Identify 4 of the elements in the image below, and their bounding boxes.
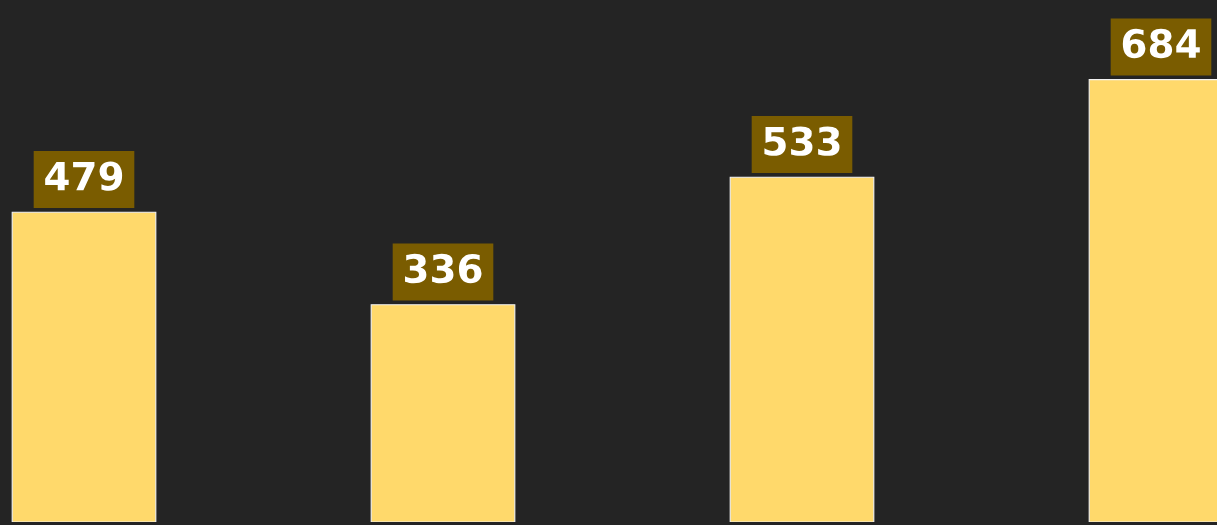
data-label: 684 xyxy=(1122,28,1200,59)
data-label: 533 xyxy=(764,126,840,156)
data-label: 336 xyxy=(405,253,482,284)
data-label: 479 xyxy=(45,161,123,191)
